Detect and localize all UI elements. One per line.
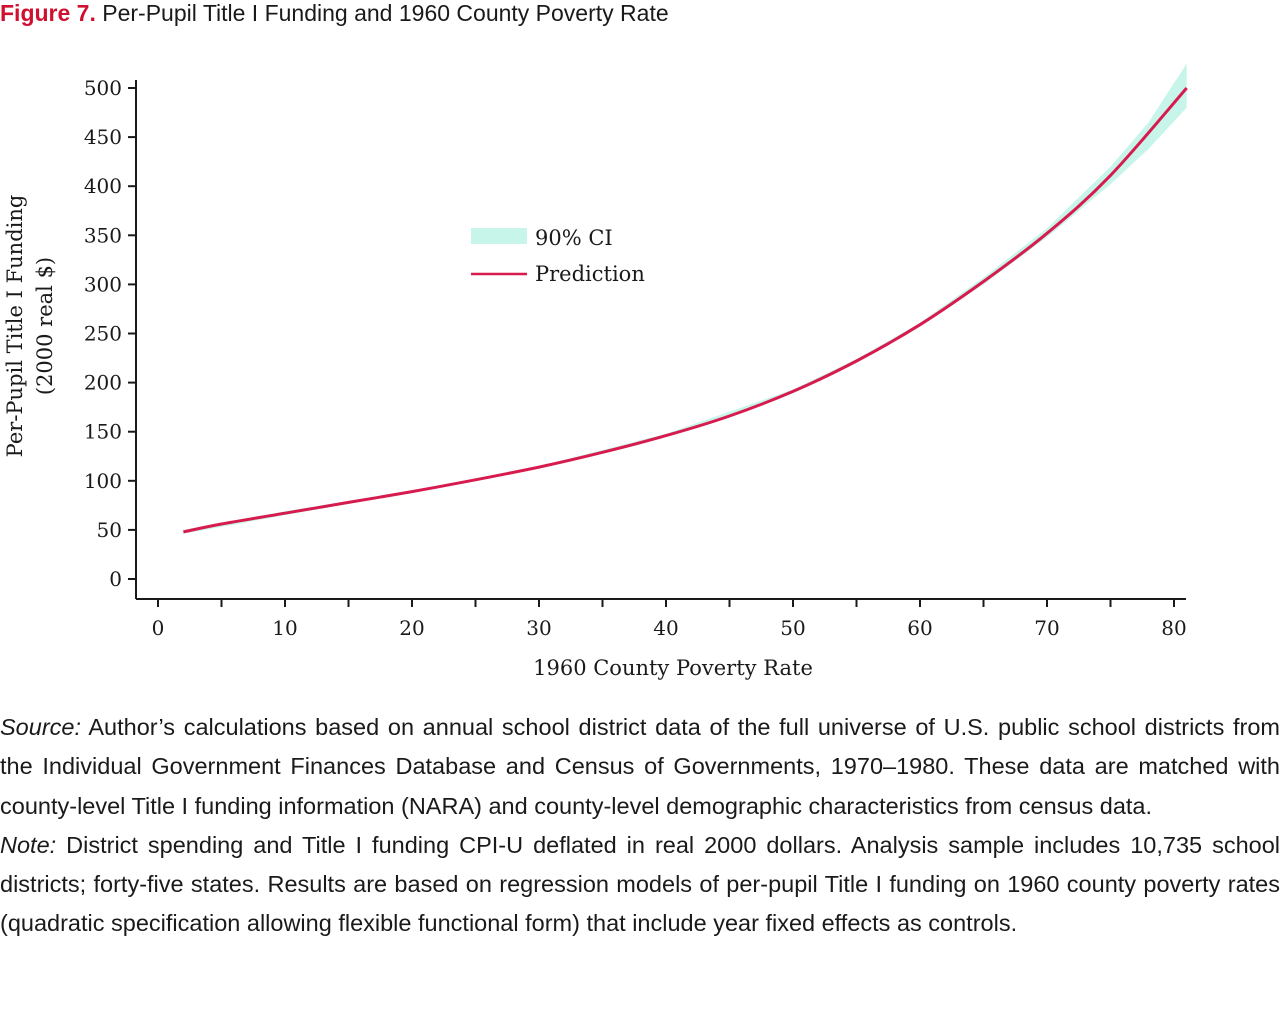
y-tick-label: 0	[109, 567, 122, 591]
legend: 90% CI Prediction	[471, 226, 645, 286]
figure-notes: Source: Author’s calculations based on a…	[0, 708, 1280, 944]
legend-ci-label: 90% CI	[535, 226, 613, 250]
y-tick-label: 500	[84, 76, 122, 100]
note: Note: District spending and Title I fund…	[0, 826, 1280, 944]
legend-ci-swatch	[471, 228, 527, 244]
y-tick-label: 400	[84, 174, 122, 198]
y-tick-label: 150	[84, 420, 122, 444]
prediction-line-layer	[183, 87, 1188, 534]
y-axis-label: Per-Pupil Title I Funding	[3, 195, 27, 458]
y-tick-label: 450	[84, 125, 122, 149]
x-tick-label: 10	[272, 616, 297, 640]
x-tick-label: 30	[526, 616, 551, 640]
y-tick-label: 300	[84, 272, 122, 296]
x-axis-label: 1960 County Poverty Rate	[533, 656, 813, 680]
x-tick-label: 0	[152, 616, 165, 640]
legend-prediction-label: Prediction	[535, 262, 645, 286]
y-axis-label-unit: (2000 real $)	[33, 257, 57, 395]
x-tick-label: 80	[1161, 616, 1186, 640]
figure-label: Figure 7.	[0, 0, 96, 26]
y-tick-label: 50	[97, 518, 122, 542]
source-lead: Source:	[0, 714, 81, 740]
y-tick-label: 100	[84, 469, 122, 493]
axes: 0 50 100 150 200 250 300 350 400 450 500 0 10 20 30 40 5…	[3, 76, 1187, 680]
note-lead: Note:	[0, 831, 57, 858]
ci-band	[183, 63, 1187, 534]
prediction-line	[183, 87, 1188, 534]
ci-band-layer	[183, 63, 1187, 534]
y-tick-label: 250	[84, 322, 122, 346]
y-tick-label: 200	[84, 371, 122, 395]
x-tick-label: 50	[780, 616, 805, 640]
chart: 0 50 100 150 200 250 300 350 400 450 500 0 10 20 30 40 5…	[3, 63, 1188, 680]
note-text: District spending and Title I funding CP…	[0, 831, 1280, 937]
source-text: Author’s calculations based on annual sc…	[0, 714, 1280, 819]
x-tick-label: 70	[1034, 616, 1059, 640]
figure-title: Figure 7. Per-Pupil Title I Funding and …	[0, 0, 1280, 26]
x-tick-label: 40	[653, 616, 678, 640]
x-tick-label: 60	[907, 616, 932, 640]
source-note: Source: Author’s calculations based on a…	[0, 708, 1280, 826]
figure-title-text: Per-Pupil Title I Funding and 1960 Count…	[102, 0, 669, 26]
x-tick-label: 20	[399, 616, 424, 640]
y-tick-label: 350	[84, 223, 122, 247]
